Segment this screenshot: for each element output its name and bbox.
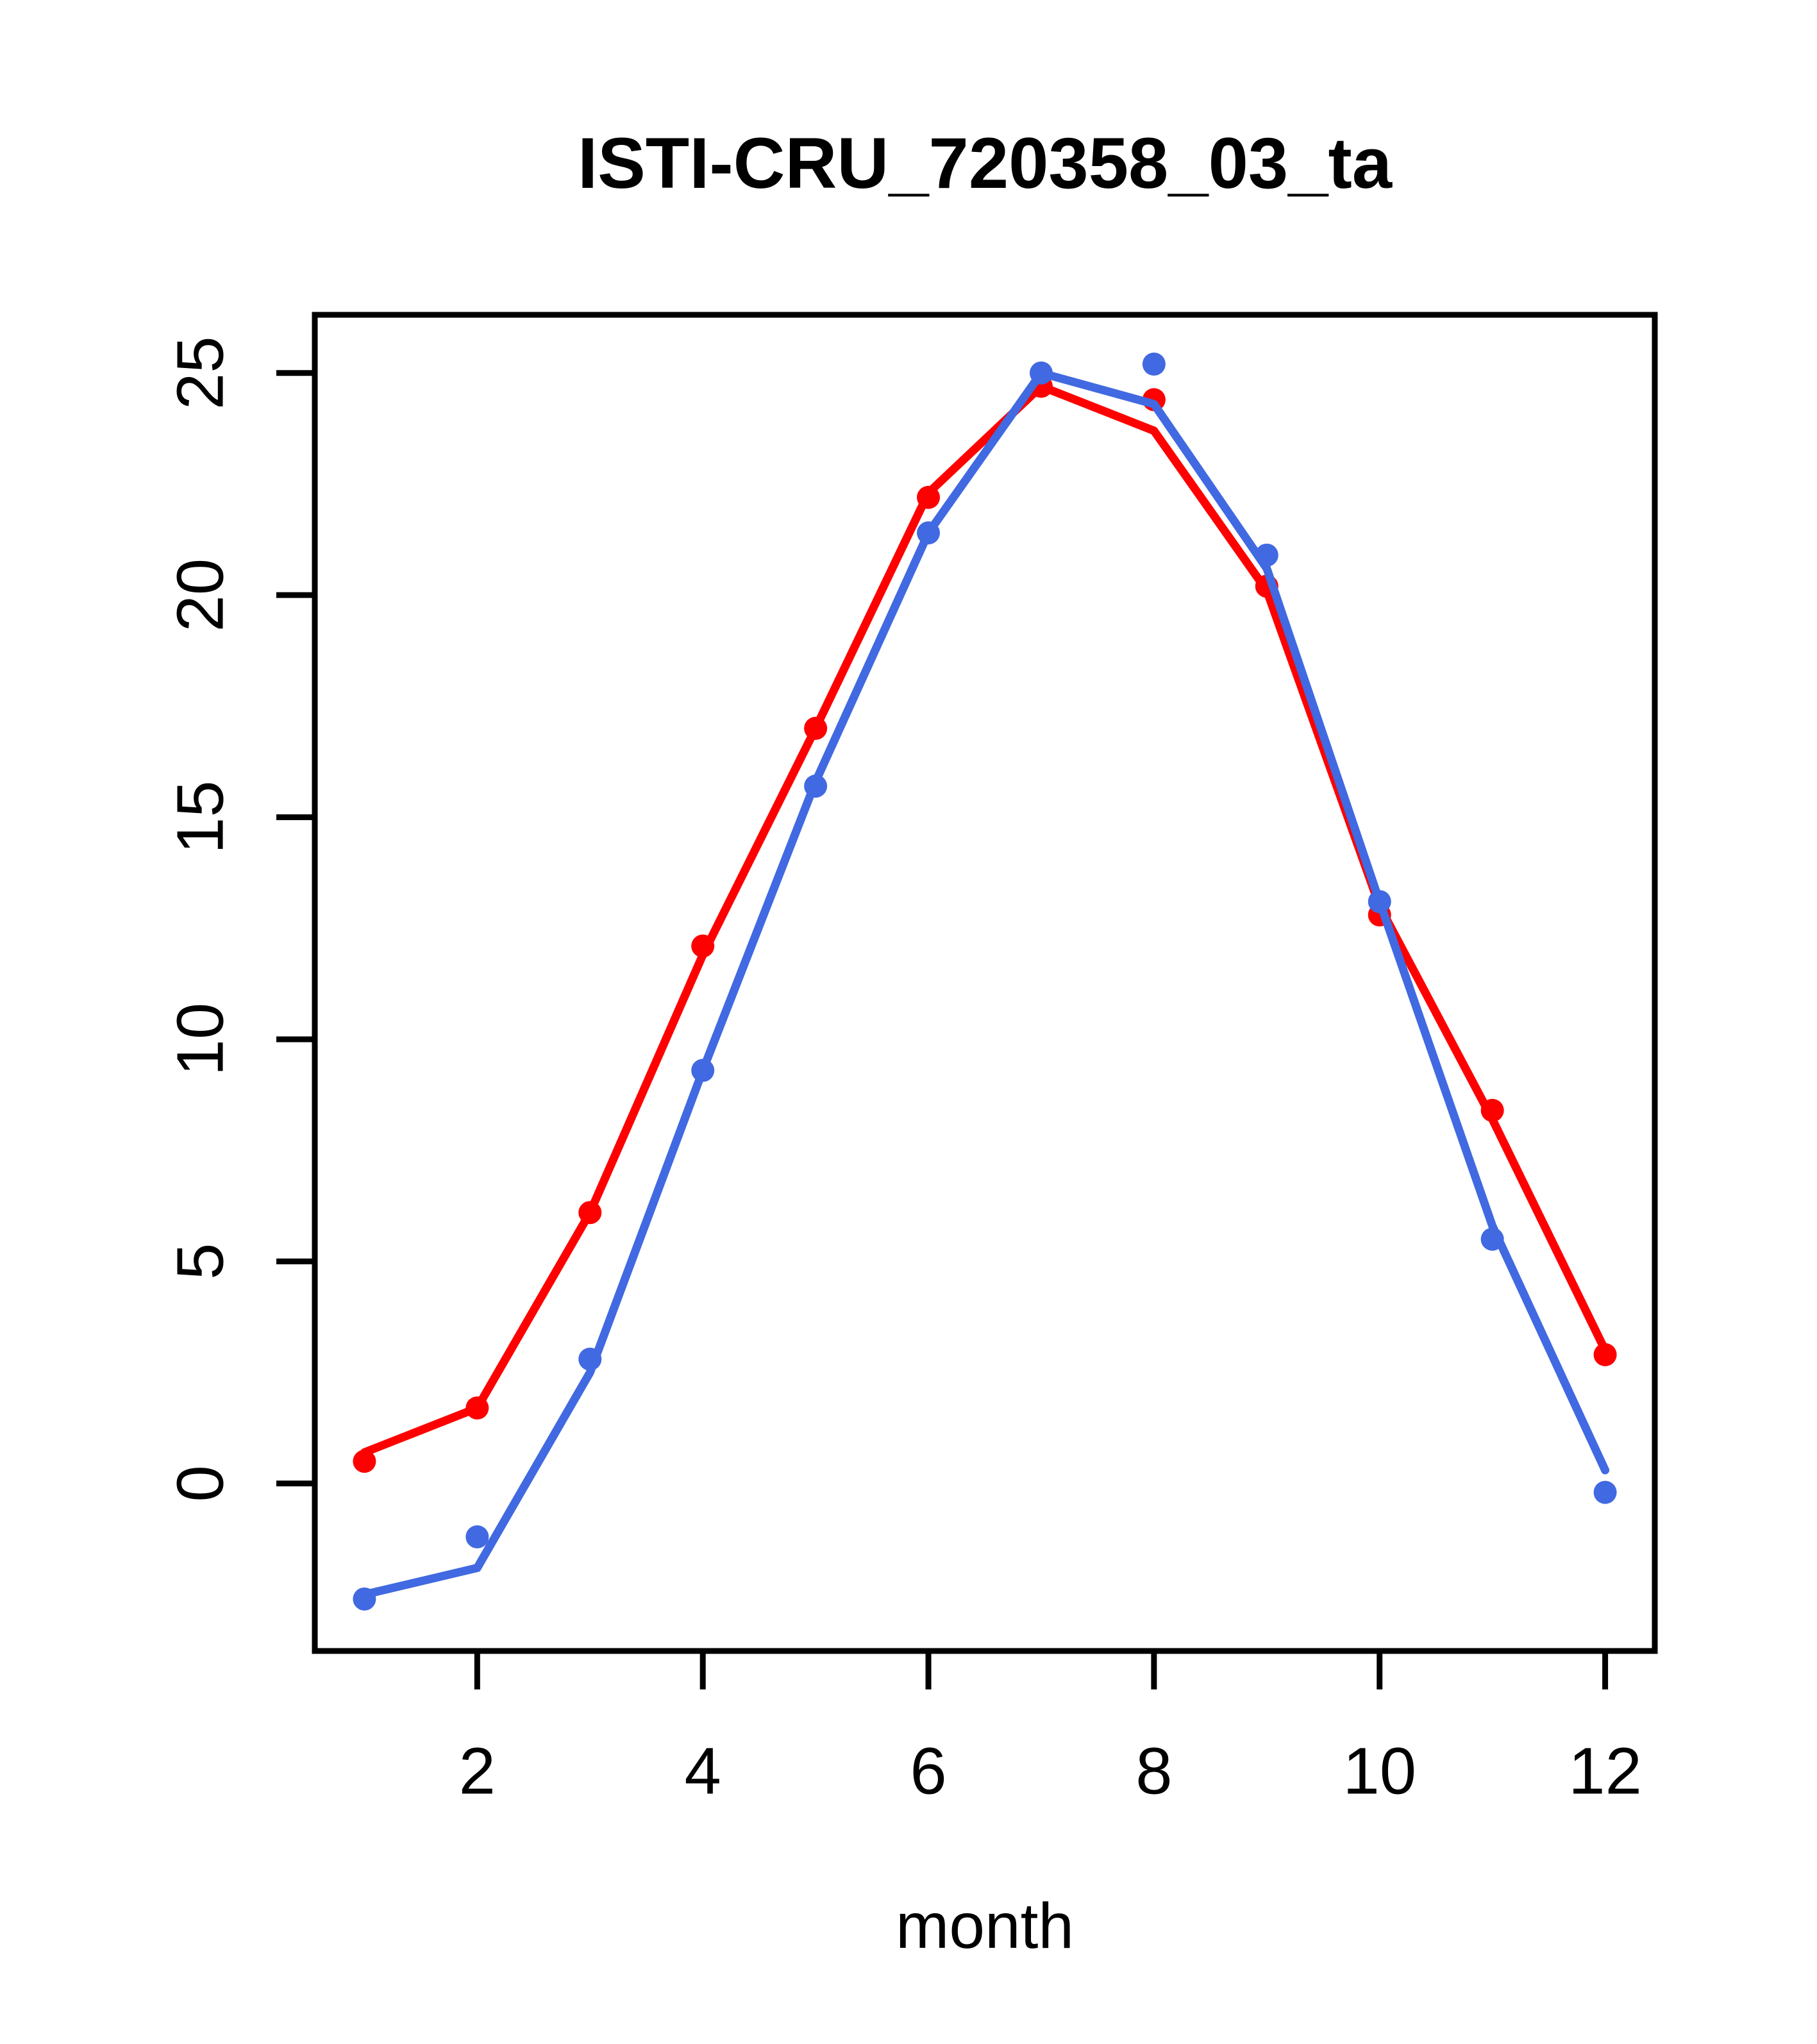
- red-markers-point: [465, 1396, 489, 1420]
- blue-curve: [360, 369, 1610, 1599]
- y-tick-label: 25: [163, 336, 237, 410]
- x-tick-label: 4: [685, 1734, 721, 1808]
- x-tick-label: 6: [910, 1734, 946, 1808]
- x-tick-label: 2: [459, 1734, 496, 1808]
- blue-markers-point: [917, 521, 941, 545]
- x-axis-label: month: [896, 1890, 1074, 1962]
- blue-markers-point: [465, 1525, 489, 1548]
- red-markers-point: [691, 934, 715, 958]
- y-tick-label: 0: [163, 1465, 237, 1502]
- blue-markers-point: [578, 1347, 602, 1371]
- blue-markers-point: [1029, 361, 1053, 385]
- red-markers-point: [1480, 1098, 1504, 1122]
- blue-markers-point: [1255, 543, 1278, 567]
- plot-border: [312, 312, 1658, 1654]
- red-markers-point: [804, 717, 828, 741]
- red-curve: [360, 382, 1610, 1457]
- y-tick-label: 20: [163, 558, 237, 632]
- blue-markers-point: [804, 775, 828, 798]
- red-markers-point: [917, 485, 941, 509]
- y-tick-label: 15: [163, 780, 237, 854]
- red-markers-point: [578, 1201, 602, 1225]
- red-markers-point: [353, 1450, 376, 1473]
- y-tick-label: 10: [163, 1003, 237, 1076]
- blue-markers-point: [1368, 890, 1391, 914]
- red-markers-point: [1593, 1343, 1617, 1366]
- x-tick-label: 8: [1135, 1734, 1172, 1808]
- y-tick-label: 5: [163, 1243, 237, 1280]
- blue-markers-point: [1593, 1480, 1617, 1504]
- blue-markers-point: [691, 1059, 715, 1082]
- x-tick-label: 10: [1343, 1734, 1416, 1808]
- blue-markers-point: [353, 1587, 376, 1611]
- chart-title: ISTI-CRU_720358_03_ta: [577, 123, 1393, 203]
- blue-markers-point: [1142, 352, 1166, 376]
- x-tick-label: 12: [1568, 1734, 1642, 1808]
- blue-markers-point: [1480, 1227, 1504, 1251]
